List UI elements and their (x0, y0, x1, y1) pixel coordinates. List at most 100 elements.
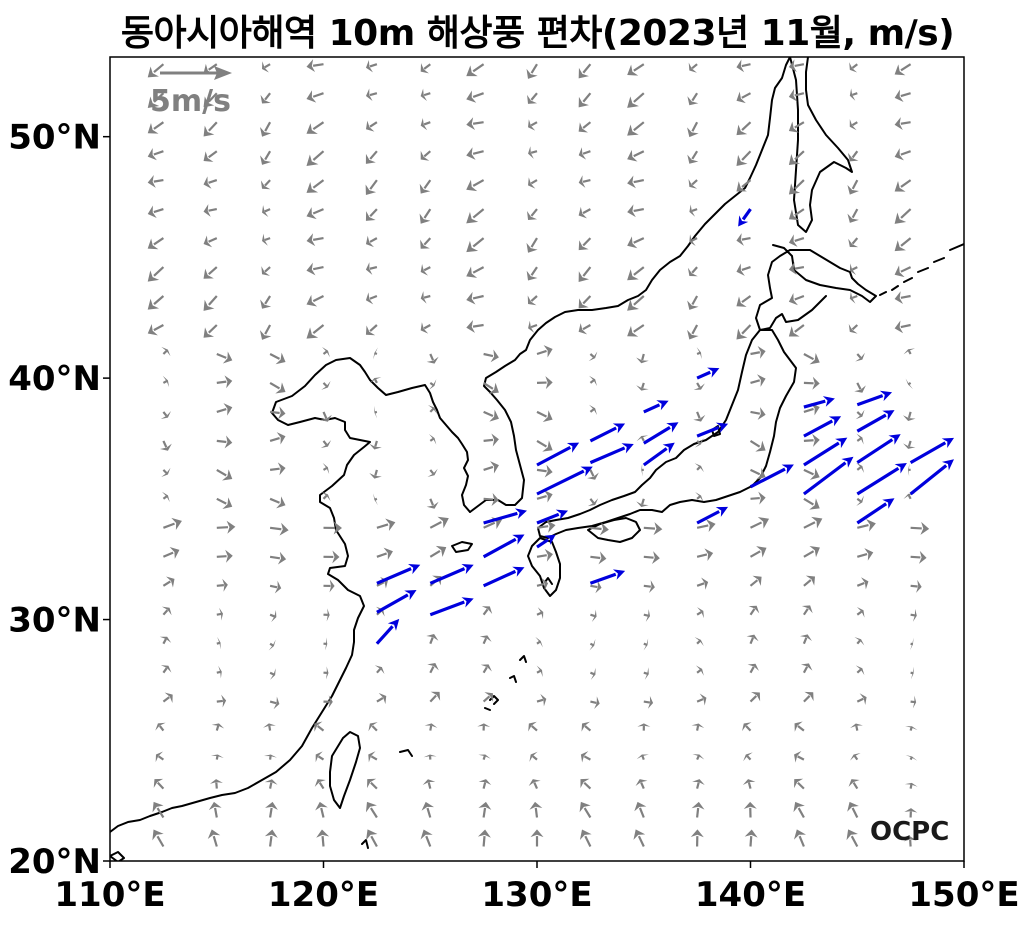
wind-arrow (589, 443, 634, 465)
wind-arrow (147, 266, 165, 282)
wind-arrow (147, 323, 164, 336)
wind-arrow (365, 235, 378, 248)
wind-arrow (203, 266, 218, 279)
wind-arrow (849, 263, 858, 275)
wind-arrow (320, 411, 332, 422)
wind-arrow (216, 607, 224, 621)
wind-arrow (742, 779, 756, 789)
wind-arrow (850, 723, 863, 731)
wind-arrow (627, 149, 645, 162)
wind-arrow (587, 498, 599, 507)
wind-arrow (365, 262, 378, 275)
wind-arrow (590, 696, 600, 710)
wind-arrow (424, 723, 438, 731)
lat-tick-label: 40°N (8, 359, 101, 399)
wind-arrow (803, 497, 820, 510)
wind-arrow (526, 63, 538, 79)
wind-arrow (849, 291, 858, 304)
wind-arrow (849, 88, 858, 101)
wind-arrow (419, 179, 432, 194)
wind-arrow (643, 695, 654, 709)
wind-arrow (587, 469, 599, 480)
wind-arrow (788, 179, 805, 195)
wind-arrow (306, 121, 325, 134)
wind-arrow (803, 352, 820, 365)
wind-arrow (536, 442, 580, 467)
wind-arrow (262, 233, 271, 246)
wind-arrow (482, 692, 494, 703)
wind-arrow (527, 208, 538, 220)
wind-arrow (429, 563, 474, 585)
wind-arrow (903, 440, 916, 449)
wind-arrow (910, 521, 930, 535)
wind-arrow (306, 207, 324, 220)
wind-arrow (693, 411, 706, 422)
wind-arrow (855, 352, 865, 362)
wind-arrow (528, 119, 538, 131)
wind-arrow (750, 346, 766, 359)
wind-arrow (323, 666, 329, 680)
wind-arrow (536, 490, 553, 503)
wind-arrow (426, 353, 439, 364)
wind-arrow (856, 577, 869, 590)
reference-vector-key: 5m/s (150, 66, 232, 119)
wind-arrow (376, 589, 417, 614)
wind-arrow (635, 779, 648, 790)
wind-arrow (427, 468, 438, 477)
wind-arrow (373, 493, 378, 506)
wind-arrow (793, 801, 805, 819)
wind-arrow (695, 665, 704, 676)
wind-arrow (365, 120, 378, 132)
wind-arrow (589, 569, 626, 585)
wind-arrow (578, 92, 592, 108)
wind-arrow (306, 150, 325, 167)
wind-arrow (803, 433, 820, 447)
wind-arrow (376, 563, 421, 585)
wind-arrow (163, 517, 182, 531)
wind-arrow (803, 575, 816, 587)
wind-arrow (903, 493, 916, 500)
wind-arrow (578, 121, 592, 133)
wind-arrow (803, 546, 820, 558)
wind-arrow (905, 726, 918, 731)
wind-arrow (738, 208, 752, 227)
wind-arrow (579, 829, 592, 847)
wind-arrow (736, 324, 752, 340)
wind-arrow (742, 722, 752, 732)
wind-arrow (856, 462, 865, 473)
wind-arrow (421, 801, 435, 818)
wind-arrow (788, 293, 805, 306)
wind-arrow (687, 121, 699, 138)
wind-arrow (147, 92, 165, 108)
wind-arrow (147, 175, 164, 188)
wind-arrow (894, 208, 912, 224)
wind-arrow (904, 782, 918, 789)
wind-arrow (147, 148, 164, 161)
wind-arrow (694, 463, 704, 473)
wind-arrow (801, 605, 813, 616)
wind-arrow (643, 638, 649, 651)
wind-arrow (211, 723, 225, 731)
wind-arrow (323, 637, 328, 651)
wind-arrow (636, 353, 649, 364)
lat-tick-label: 20°N (8, 842, 101, 882)
wind-arrow (208, 801, 222, 818)
wind-arrow (696, 548, 714, 561)
wind-arrow (323, 695, 333, 709)
wind-arrow (643, 580, 655, 594)
wind-arrow (203, 150, 218, 162)
wind-arrow (636, 382, 649, 391)
wind-arrow (365, 324, 378, 336)
wind-arrow (847, 179, 859, 195)
wind-arrow (905, 755, 918, 761)
lon-tick-label: 110°E (54, 875, 165, 915)
wind-arrow (633, 829, 646, 847)
wind-arrow (420, 150, 432, 161)
wind-arrow (910, 637, 914, 651)
wind-arrow (209, 779, 223, 789)
wind-arrow (856, 606, 865, 618)
wind-arrow (527, 295, 538, 306)
wind-arrow (374, 405, 378, 419)
wind-arrow (749, 439, 766, 452)
wind-arrow (373, 347, 378, 360)
